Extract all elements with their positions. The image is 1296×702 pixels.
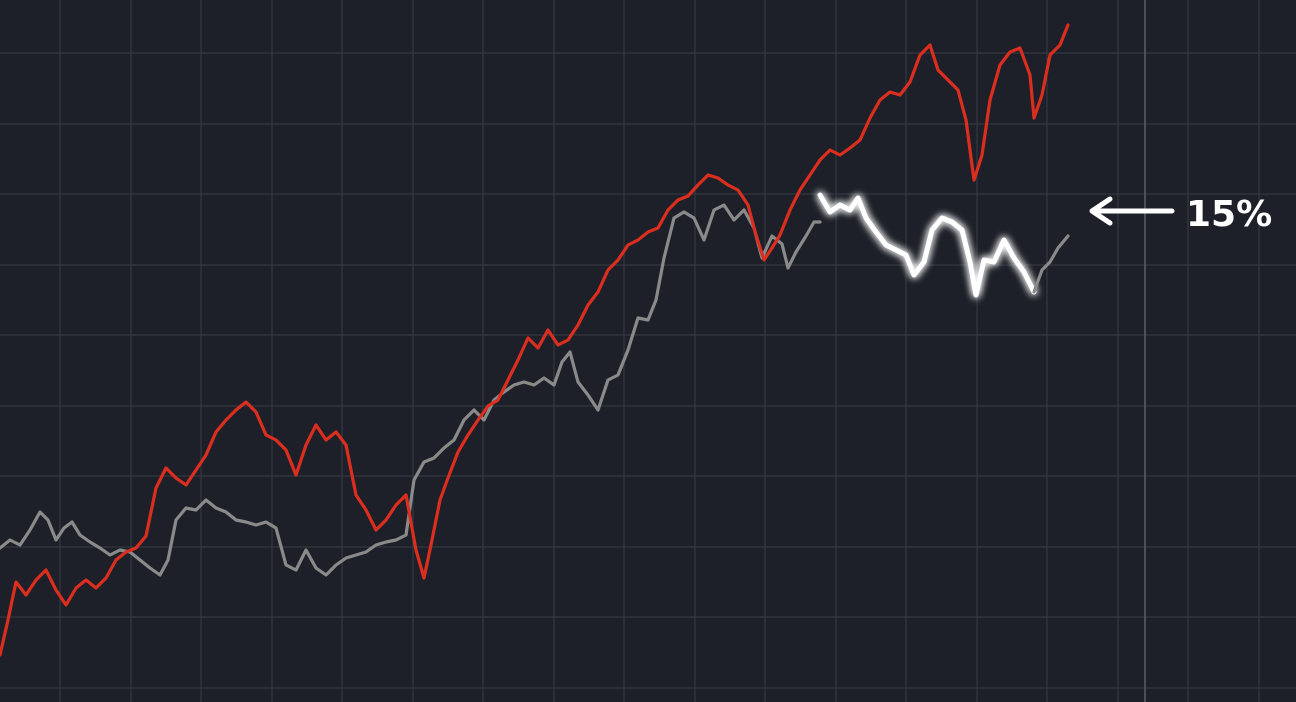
gap-percent-label: 15% xyxy=(1186,194,1272,235)
series-line-2 xyxy=(817,192,1037,298)
series-layer xyxy=(0,23,1070,657)
series-line-0 xyxy=(0,203,822,577)
annotation-layer: 15% xyxy=(690,182,1272,235)
series-line-3 xyxy=(1032,234,1070,294)
series-line-1 xyxy=(0,23,1070,657)
arrow-left-icon xyxy=(1089,196,1175,226)
